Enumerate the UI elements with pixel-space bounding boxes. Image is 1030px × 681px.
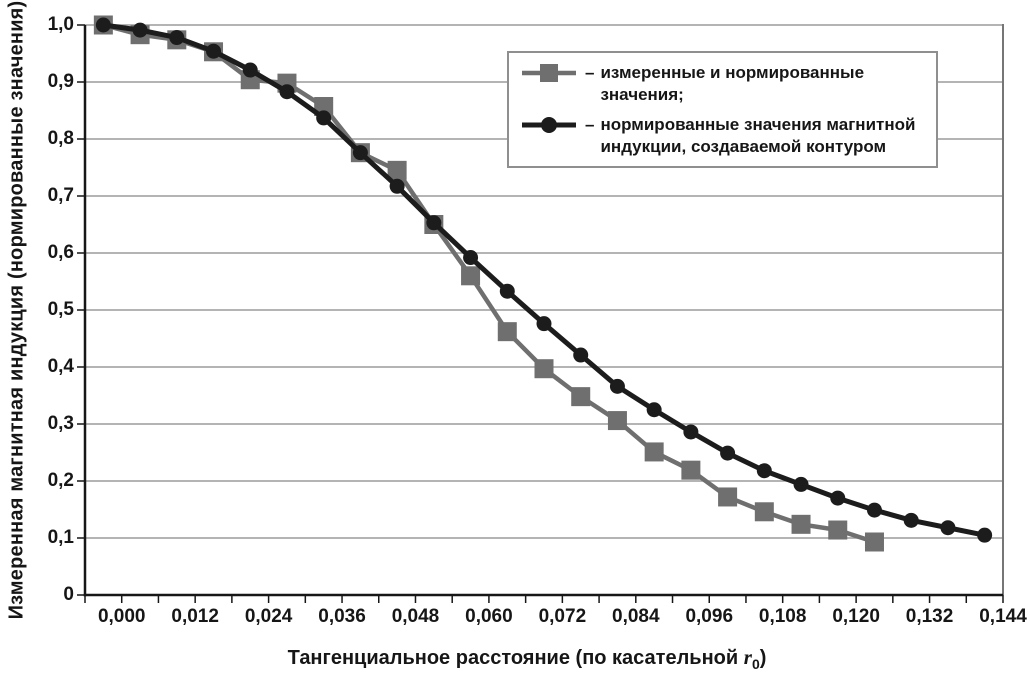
data-point-contour [352,145,368,161]
x-axis-symbol-r: r [743,645,752,669]
data-point-contour [830,490,846,506]
data-point-measured [718,487,738,507]
data-point-contour [609,378,625,394]
y-tick-label: 0,3 [47,413,74,434]
x-axis-title-suffix: ) [759,647,767,669]
legend: – измеренные и нормированные значения; –… [507,51,938,168]
data-point-contour [646,402,662,418]
data-point-measured [314,97,334,117]
y-tick-label: 0,7 [47,185,74,206]
data-point-measured [461,266,481,286]
data-point-measured [864,532,884,552]
data-point-measured [607,411,627,431]
legend-item-measured: – измеренные и нормированные значения; [521,62,926,106]
data-point-contour [463,250,479,266]
legend-label-measured: измеренные и нормированные значения; [600,63,865,104]
legend-dash: – [585,115,595,134]
data-point-contour [977,527,993,543]
data-point-measured [681,460,701,480]
y-tick-label: 1,0 [47,14,74,35]
y-tick-label: 0,5 [47,299,74,320]
data-point-contour [132,22,148,38]
data-point-measured [534,359,554,379]
x-tick-label: 0,072 [538,606,587,627]
x-tick-label: 0,096 [685,606,734,627]
x-tick-label: 0,012 [171,606,219,627]
data-point-measured [791,514,811,534]
data-point-measured [571,387,591,407]
x-tick-label: 0,144 [979,606,1027,627]
y-tick-label: 0,1 [47,527,74,548]
data-point-measured [754,502,774,522]
data-point-contour [903,512,919,528]
data-point-measured [644,442,664,462]
x-tick-label: 0,048 [391,606,440,627]
x-tick-label: 0,084 [612,606,660,627]
data-point-contour [169,30,185,46]
data-point-contour [95,17,111,33]
y-tick-label: 0 [63,584,74,605]
data-point-contour [206,43,222,59]
x-axis-title-text: Тангенциальное расстояние (по касательно… [287,647,744,669]
data-point-contour [316,110,332,126]
data-point-contour [573,347,589,363]
legend-dash: – [585,63,595,82]
y-tick-label: 0,2 [47,470,74,491]
data-point-contour [940,520,956,536]
data-point-contour [536,316,552,332]
legend-square-marker-icon [522,64,576,82]
x-tick-label: 0,000 [97,606,146,627]
x-tick-label: 0,132 [905,606,954,627]
y-tick-label: 0,9 [47,71,74,92]
legend-circle-marker-icon [522,117,576,133]
x-tick-label: 0,108 [758,606,807,627]
data-point-contour [389,178,405,194]
data-point-contour [793,476,809,492]
x-tick-label: 0,036 [318,606,366,627]
x-axis-symbol-subscript: 0 [751,656,760,672]
legend-label-contour: нормированные значения магнитной индукци… [600,115,916,156]
data-point-contour [756,463,772,479]
data-point-contour [720,445,736,461]
x-tick-label: 0,024 [244,606,293,627]
data-point-contour [279,84,295,100]
legend-item-contour: – нормированные значения магнитной индук… [521,114,926,158]
data-point-measured [387,160,407,180]
x-axis-title: Тангенциальное расстояние (по касательно… [288,645,767,672]
x-tick-label: 0,060 [465,606,513,627]
data-point-measured [828,520,848,540]
data-point-contour [866,502,882,518]
data-point-measured [497,322,517,342]
x-tick-label: 0,120 [832,606,880,627]
y-tick-label: 0,4 [47,356,74,377]
data-point-contour [499,283,515,299]
y-tick-label: 0,8 [47,128,74,149]
data-point-contour [683,424,699,440]
data-point-contour [426,215,442,231]
series-line-measured [102,22,876,545]
data-point-contour [242,62,258,78]
y-tick-label: 0,6 [47,242,74,263]
